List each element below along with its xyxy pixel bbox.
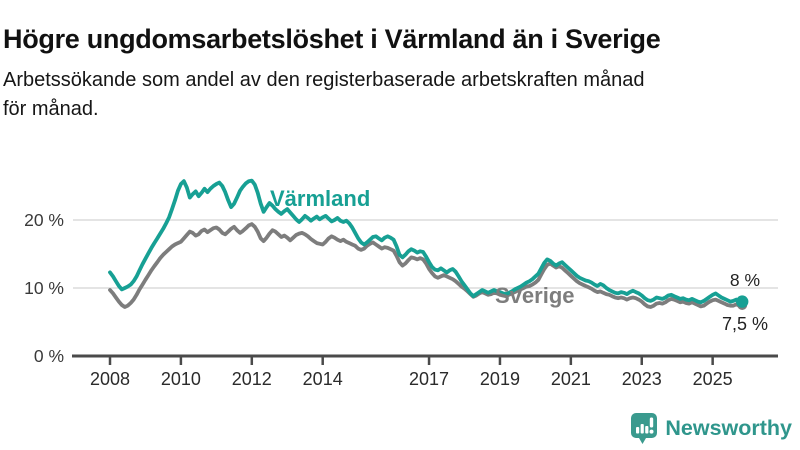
y-tick-label-20: 20 % (24, 210, 64, 230)
series-line-värmland (108, 178, 745, 305)
x-tick-label-2023: 2023 (622, 369, 662, 389)
page-title: Högre ungdomsarbetslöshet i Värmland än … (3, 24, 661, 55)
series-line-sverige (108, 222, 745, 309)
series-label-sverige: Sverige (495, 283, 575, 308)
x-tick-label-2021: 2021 (551, 369, 591, 389)
end-value-label-sverige: 7,5 % (721, 314, 768, 334)
x-tick-label-2017: 2017 (409, 369, 449, 389)
chart-subtitle-line1: Arbetssökande som andel av den registerb… (3, 69, 645, 91)
x-tick-label-2010: 2010 (161, 369, 201, 389)
newsworthy-wordmark: Newsworthy (665, 415, 792, 440)
series-label-varmland: Värmland (270, 186, 371, 211)
chart-subtitle-line2: för månad. (3, 98, 99, 120)
y-tick-label-0: 0 % (34, 346, 64, 366)
y-tick-label-10: 10 % (24, 278, 64, 298)
end-value-label-varmland: 8 % (729, 270, 760, 290)
x-tick-label-2008: 2008 (90, 369, 130, 389)
end-dot-värmland (735, 295, 749, 308)
x-tick-label-2019: 2019 (480, 369, 520, 389)
x-tick-label-2012: 2012 (232, 369, 272, 389)
x-tick-label-2014: 2014 (303, 369, 343, 389)
newsworthy-bubble-chart-icon (631, 412, 658, 444)
newsworthy-logo: Newsworthy (630, 411, 792, 445)
x-tick-label-2025: 2025 (693, 369, 733, 389)
